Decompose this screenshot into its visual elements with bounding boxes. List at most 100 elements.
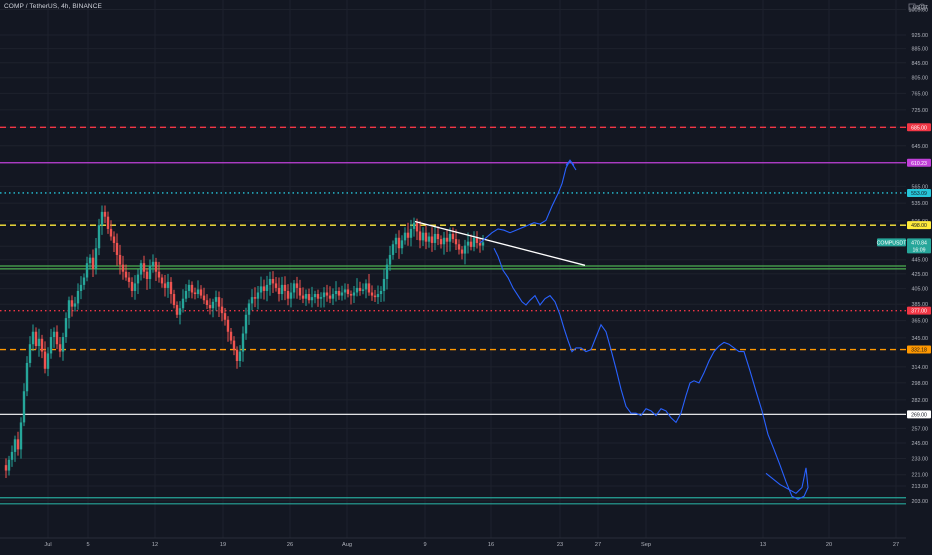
candle-body [322,292,326,298]
candle-body [250,297,254,304]
price-badge-bg [907,345,931,354]
descending-trendline [414,220,586,266]
candle-body [175,305,179,315]
y-tick-label: 645.00 [912,144,929,150]
candle-body [358,287,362,291]
candle-body [118,254,122,265]
candle-body [406,232,410,238]
candle-body [145,271,149,279]
y-tick-label: 845.00 [912,61,929,67]
y-tick-label: 425.00 [912,272,929,278]
candle-body [16,439,20,450]
candle-body [226,319,230,332]
candle-body [106,216,110,229]
candle-body [205,300,209,306]
candle-body [319,297,323,299]
candle-body [25,362,29,392]
candle-body [340,292,344,296]
price-badge-bg [907,238,931,247]
projection-path-up [479,159,577,244]
x-tick-label: 19 [220,542,226,548]
candle-body [481,242,485,246]
x-tick-label: 12 [152,542,158,548]
candle-body [361,289,365,291]
candle-body [313,294,317,298]
candle-body [178,308,182,315]
x-tick-label: Sep [641,542,651,548]
x-axis-layer: Jul 5 12 19 26 Aug 9 16 23 27 Sep 13 20 27 [0,537,906,548]
price-badge-bg [907,188,931,197]
candle-body [55,331,59,345]
candle-body [373,295,377,298]
price-badge-label: 16:09 [913,247,926,253]
header-icons [908,3,926,11]
candle-body [424,232,428,242]
candle-body [52,331,56,338]
price-badge-label: 377.00 [911,309,927,315]
candle-body [127,277,131,282]
candle-body [31,331,35,345]
candle-body [22,391,26,423]
candle-body [385,264,389,279]
candle-body [214,297,218,302]
y-tick-label: 298.00 [912,381,929,387]
candle-body [163,283,167,288]
y-tick-label: 213.00 [912,484,929,490]
candle-body [409,228,413,238]
candle-body [280,284,284,295]
candle-body [283,284,287,291]
candle-body [463,245,467,254]
candle-body [391,244,395,255]
y-tick-label: 925.00 [912,33,929,39]
candle-body [148,266,152,279]
y-tick-label: 365.00 [912,319,929,325]
candle-body [244,314,248,334]
x-tick-label: 9 [423,542,426,548]
candle-body [325,292,329,296]
x-tick-label: 20 [826,542,832,548]
candle-body [370,292,374,296]
candle-body [439,239,443,245]
candle-body [454,239,458,245]
candle-body [13,439,17,452]
candle-body [76,290,80,304]
candle-body [238,351,242,362]
candle-body [193,292,197,295]
candle-body [4,465,8,471]
candle-body [82,277,86,285]
candle-body [352,292,356,296]
x-tick-label: 23 [557,542,563,548]
candle-body [85,263,89,278]
candle-body [337,290,341,296]
candle-body [436,233,440,240]
candle-body [268,278,272,285]
y-tick-label: 257.00 [912,426,929,432]
candle-body [88,257,92,264]
y-tick-label: 245.00 [912,441,929,447]
candle-body [418,231,422,241]
candle-body [256,292,260,299]
candle-body [139,263,143,275]
price-badge-layer: 685.00 610.23 553.09 498.00 COMPUSDT 470.8416… [877,123,931,419]
candle-body [166,281,170,288]
candle-body [67,300,71,319]
candle-body [157,271,161,278]
price-badge-label: 553.09 [911,191,927,197]
candle-body [466,241,470,246]
candle-body [265,284,269,291]
candle-body [151,261,155,267]
candle-body [181,298,185,309]
candle-body [367,283,371,293]
y-tick-label: 203.00 [912,499,929,505]
candle-body [10,451,14,460]
candle-body [91,257,95,269]
candle-body [169,281,173,295]
candle-body [271,278,275,284]
candle-body [274,283,278,288]
candle-body [202,295,206,301]
candle-body [460,249,464,254]
candle-body [394,237,398,245]
